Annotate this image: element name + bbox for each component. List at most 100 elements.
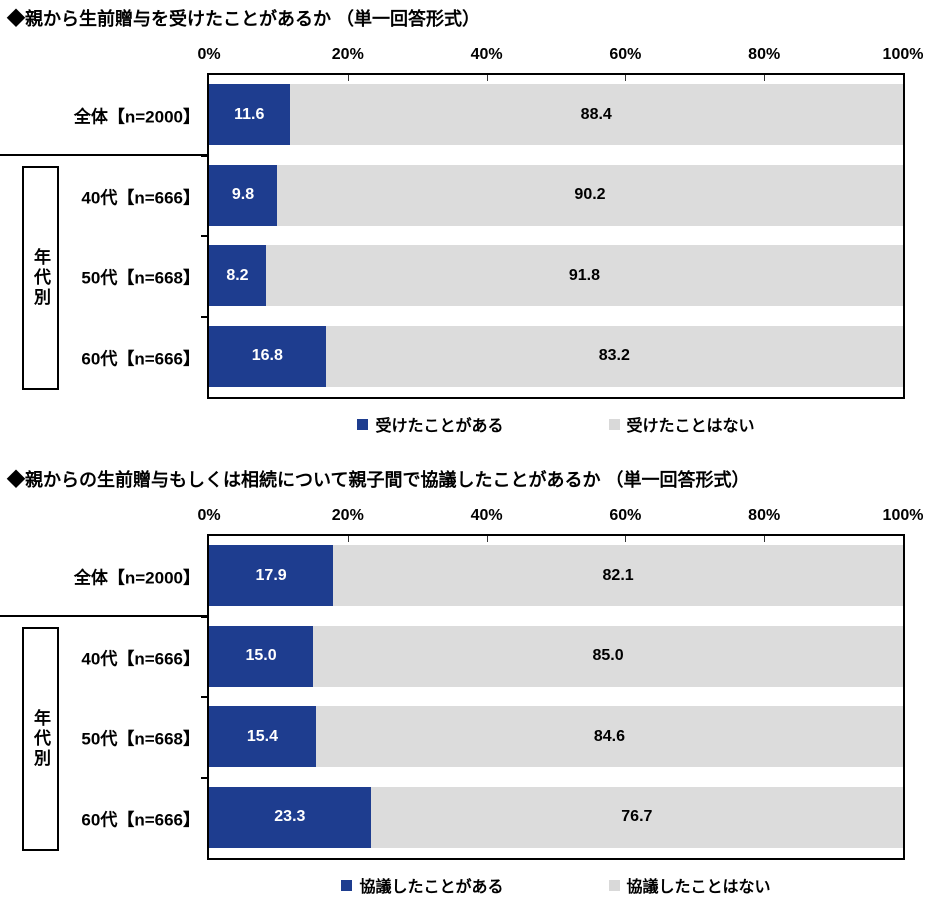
bar-row: 15.0 85.0 [209, 617, 903, 698]
legend-label: 協議したことがある [359, 879, 504, 896]
bar-value-label: 23.3 [274, 808, 306, 825]
bar-value-label: 85.0 [592, 647, 624, 664]
bar-row: 16.8 83.2 [209, 317, 903, 398]
legend-swatch-icon [608, 418, 620, 430]
bar-value-label: 76.7 [621, 808, 653, 825]
bar-row: 17.9 82.1 [209, 536, 903, 617]
bar-value-label: 17.9 [255, 566, 287, 584]
x-tick-label: 80% [748, 46, 781, 63]
legend-swatch-icon [341, 879, 353, 891]
category-tick-mark [201, 154, 209, 157]
bar-value-label: 16.8 [251, 347, 283, 364]
bar-segment-yes: 23.3 [209, 786, 371, 848]
bar-value-label: 9.8 [231, 186, 255, 203]
x-tick-label: 60% [609, 46, 642, 63]
x-axis-tick-mark [486, 536, 488, 542]
bar-value-label: 91.8 [568, 266, 601, 284]
x-tick-label: 40% [470, 507, 503, 524]
group-separator-line [0, 615, 208, 617]
x-tick-label: 60% [609, 507, 642, 524]
category-tick-mark [201, 315, 209, 318]
x-tick-label: 100% [882, 507, 924, 524]
age-group-label: 年代別 [31, 248, 50, 308]
bar-value-label: 15.0 [245, 647, 277, 664]
legend-item: 受けたことはない [608, 412, 755, 436]
bar-value-label: 8.2 [226, 266, 249, 284]
bar-segment-yes: 17.9 [209, 545, 334, 606]
x-tick-label: 0% [197, 46, 221, 63]
x-axis-tick-mark [625, 75, 627, 81]
legend-label: 協議したことはない [626, 879, 771, 896]
x-axis-tick-labels: 0% 20% 40% 60% 80% 100% [197, 46, 923, 66]
bar-value-label: 90.2 [574, 186, 606, 203]
bar-segment-no: 90.2 [277, 164, 903, 226]
stacked-bar: 16.8 83.2 [209, 325, 903, 387]
chart-received-lifetime-gift: ◆親から生前贈与を受けたことがあるか （単一回答形式） 0% 20% 40% 60% 8… [0, 0, 940, 450]
legend-item: 受けたことがある [357, 412, 504, 436]
age-group-box: 年代別 [22, 166, 59, 390]
x-axis-tick-mark [764, 536, 766, 542]
bar-segment-yes: 8.2 [209, 245, 266, 306]
legend: 受けたことがある 受けたことはない [207, 412, 905, 436]
x-axis-tick-mark [625, 536, 627, 542]
stacked-bar: 23.3 76.7 [209, 786, 903, 848]
bar-segment-no: 88.4 [289, 84, 903, 145]
bar-value-label: 82.1 [602, 566, 634, 584]
category-tick-mark [201, 776, 209, 779]
bar-segment-no: 76.7 [370, 786, 903, 848]
category-tick-mark [201, 235, 209, 237]
bar-row: 23.3 76.7 [209, 778, 903, 859]
chart-discussed-inheritance: ◆親からの生前贈与もしくは相続について親子間で協議したことがあるか （単一回答形… [0, 461, 940, 910]
stacked-bar: 9.8 90.2 [209, 164, 903, 226]
plot-area: 11.6 88.4 9.8 90.2 8.2 91.8 16.8 83.2 [201, 73, 905, 399]
bar-segment-no: 84.6 [315, 706, 903, 767]
category-label: 全体【n=2000】 [73, 568, 200, 588]
bar-segment-no: 91.8 [265, 245, 903, 306]
bar-row: 11.6 88.4 [209, 75, 903, 156]
category-label: 全体【n=2000】 [73, 107, 200, 127]
x-axis-tick-mark [764, 75, 766, 81]
legend-item: 協議したことはない [608, 873, 771, 897]
bar-value-label: 11.6 [234, 105, 265, 123]
chart-title: ◆親からの生前贈与もしくは相続について親子間で協議したことがあるか （単一回答形… [7, 470, 750, 490]
bar-segment-yes: 11.6 [209, 84, 290, 145]
chart-title: ◆親から生前贈与を受けたことがあるか （単一回答形式） [7, 9, 480, 29]
bar-segment-no: 82.1 [333, 545, 903, 606]
group-separator-line [0, 154, 208, 156]
bar-value-label: 88.4 [580, 105, 612, 123]
stacked-bar: 17.9 82.1 [209, 545, 903, 606]
bar-segment-no: 85.0 [313, 625, 903, 687]
bar-segment-yes: 16.8 [209, 325, 326, 387]
x-tick-label: 20% [331, 46, 364, 63]
x-axis-tick-mark [486, 75, 488, 81]
category-tick-mark [201, 696, 209, 698]
bar-row: 9.8 90.2 [209, 156, 903, 237]
x-axis-tick-mark [347, 536, 349, 542]
legend-item: 協議したことがある [341, 873, 504, 897]
plot-area: 17.9 82.1 15.0 85.0 15.4 84.6 23.3 76.7 [201, 534, 905, 860]
x-tick-label: 20% [331, 507, 364, 524]
bar-value-label: 83.2 [598, 347, 630, 364]
bar-row: 15.4 84.6 [209, 697, 903, 778]
bar-segment-no: 83.2 [325, 325, 903, 387]
age-group-box: 年代別 [22, 627, 59, 851]
x-tick-label: 40% [470, 46, 503, 63]
stacked-bar: 15.0 85.0 [209, 625, 903, 687]
x-axis-tick-labels: 0% 20% 40% 60% 80% 100% [197, 507, 923, 527]
category-tick-mark [201, 615, 209, 618]
age-group-label: 年代別 [31, 709, 50, 769]
bar-value-label: 84.6 [593, 727, 625, 745]
bar-value-label: 15.4 [246, 727, 278, 745]
x-tick-label: 100% [882, 46, 924, 63]
stacked-bar: 8.2 91.8 [209, 245, 903, 306]
legend: 協議したことがある 協議したことはない [207, 873, 905, 897]
legend-label: 受けたことがある [375, 418, 504, 435]
x-axis-tick-mark [347, 75, 349, 81]
stacked-bar: 11.6 88.4 [209, 84, 903, 145]
legend-swatch-icon [357, 418, 369, 430]
x-tick-label: 80% [748, 507, 781, 524]
bar-segment-yes: 15.0 [209, 625, 314, 687]
legend-swatch-icon [608, 879, 620, 891]
legend-label: 受けたことはない [626, 418, 755, 435]
